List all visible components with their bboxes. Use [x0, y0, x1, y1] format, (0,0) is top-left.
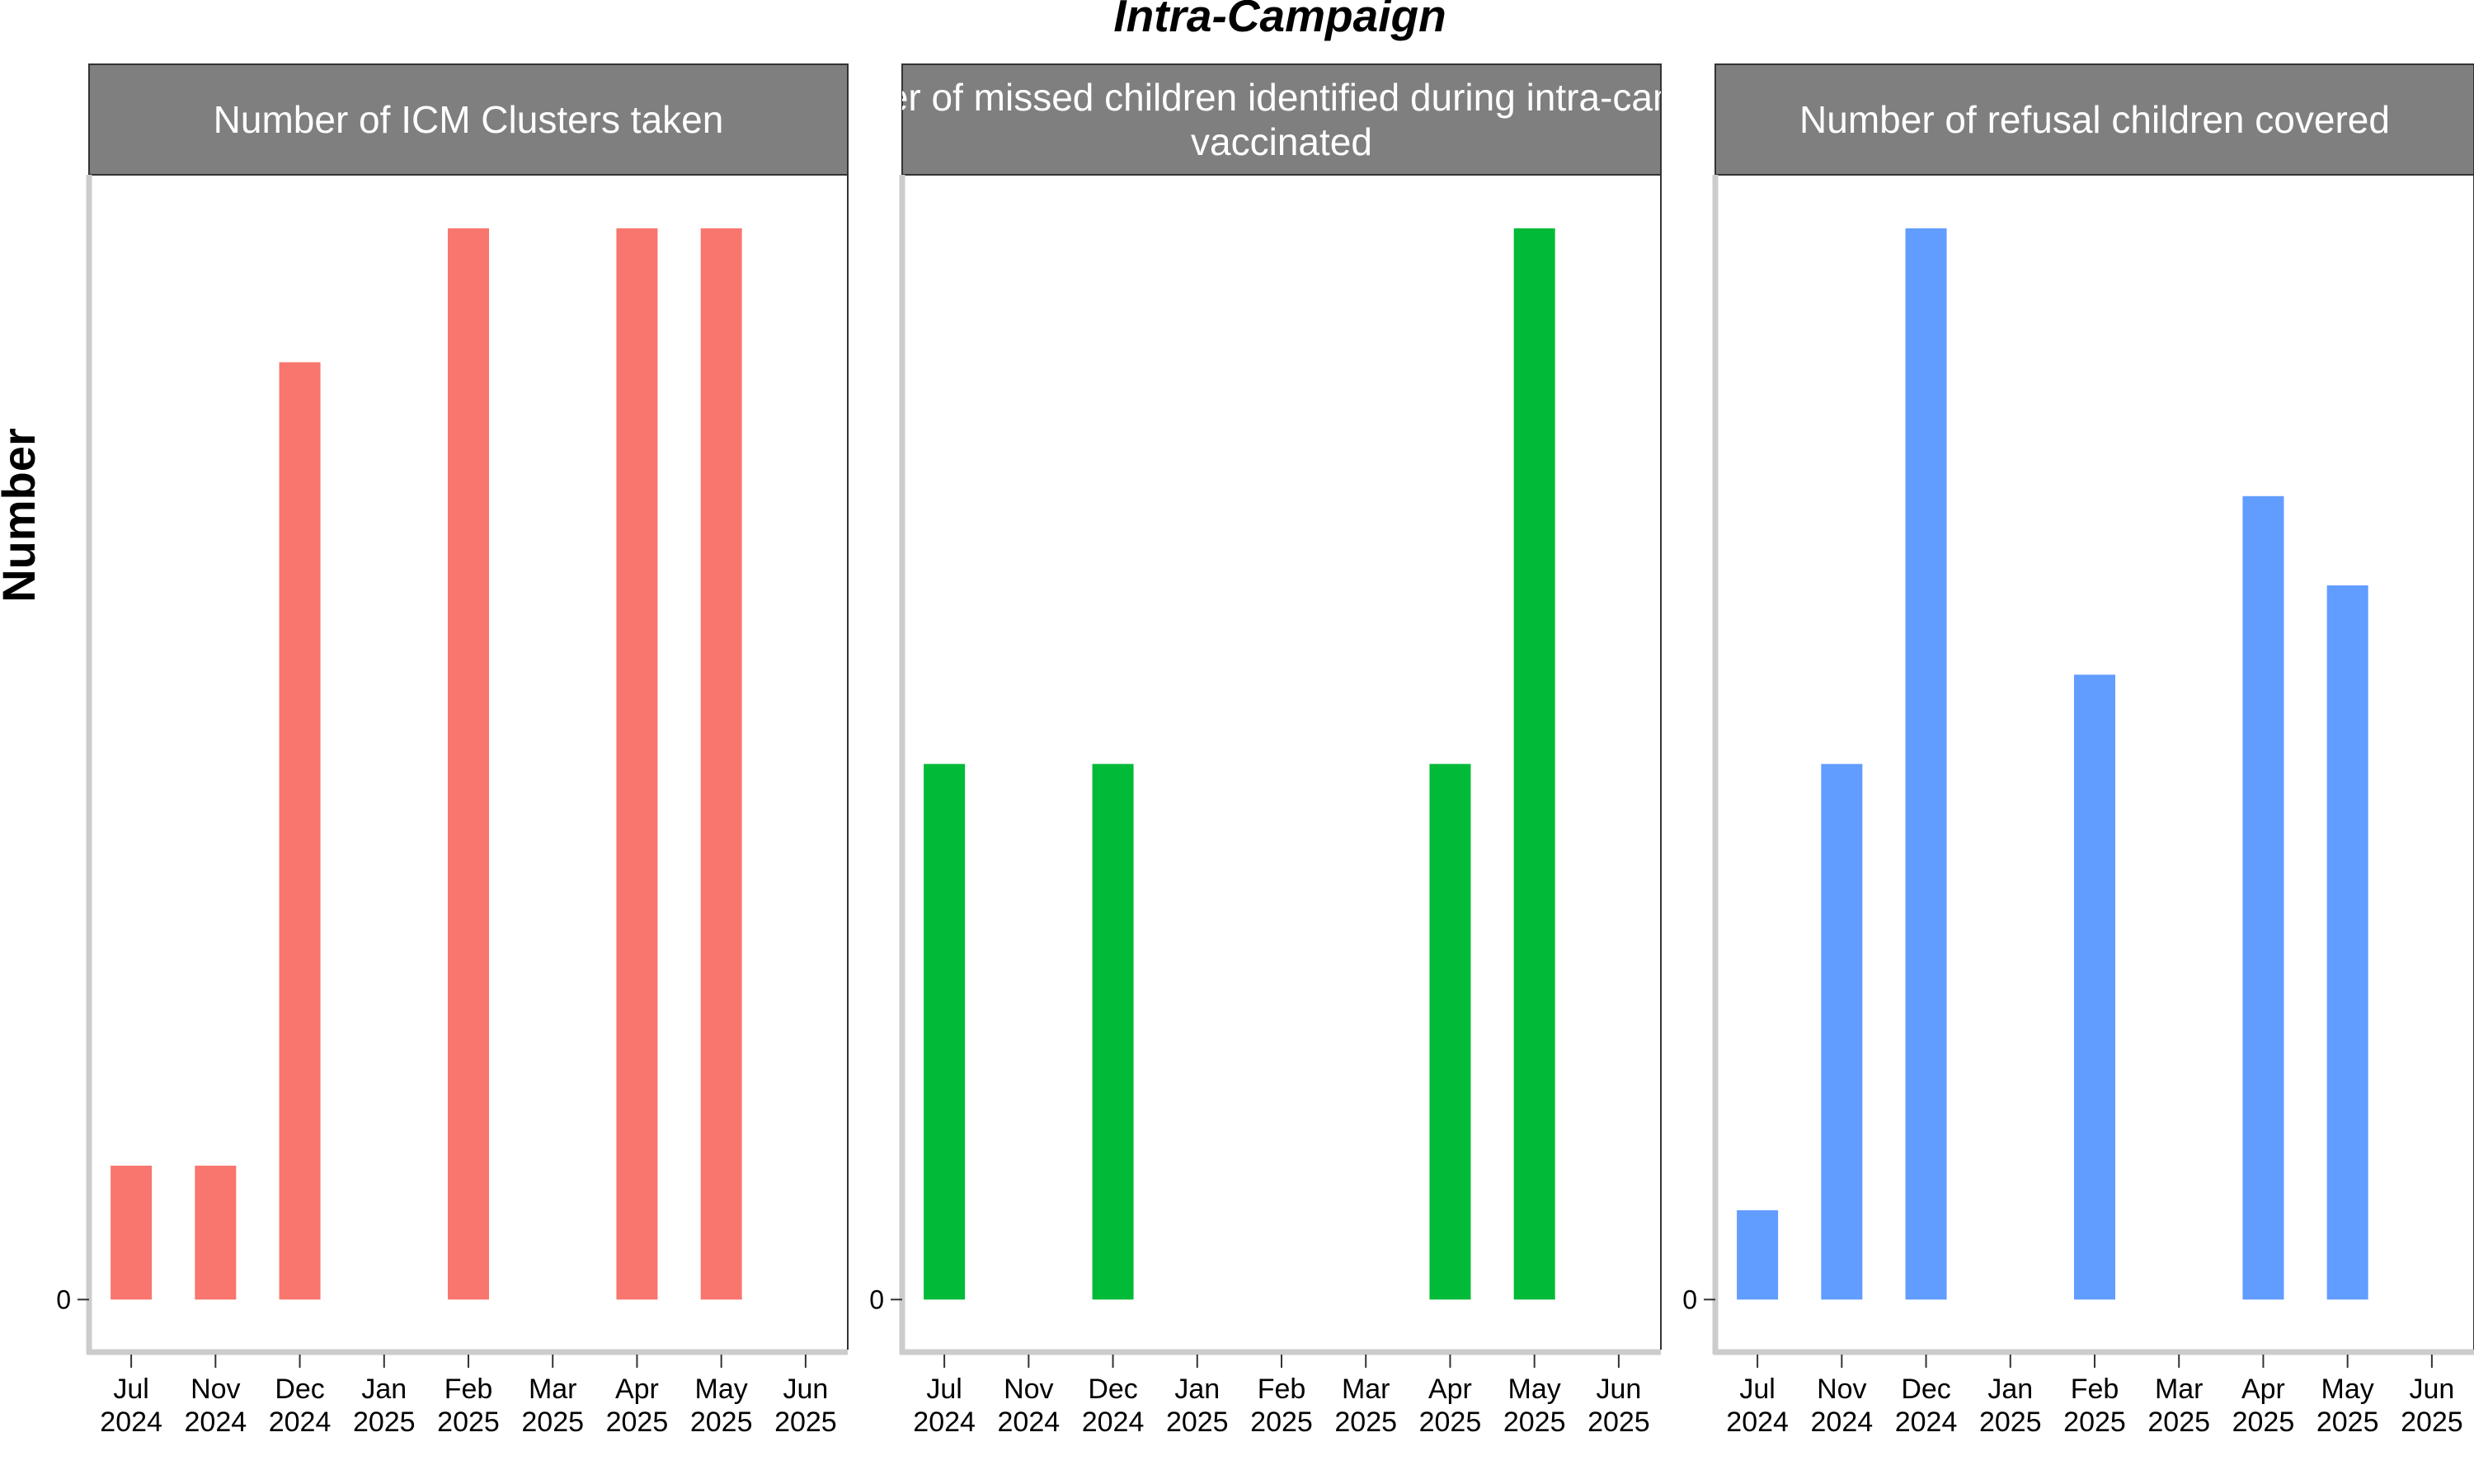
- facet-strip-label: Number of refusal children covered: [1799, 98, 2390, 141]
- x-tick-label-month: Feb: [1258, 1374, 1306, 1405]
- x-tick-label-year: 2025: [2316, 1407, 2379, 1438]
- x-tick-label-year: 2025: [1503, 1407, 1566, 1438]
- x-tick-label-year: 2024: [1811, 1407, 1874, 1438]
- x-tick-label-month: Nov: [190, 1374, 240, 1405]
- y-axis-label: Number: [0, 428, 45, 603]
- x-tick-label-year: 2024: [185, 1407, 247, 1438]
- x-tick-label-month: Apr: [615, 1374, 659, 1405]
- facet-panel: Number of refusal children covered0Jul20…: [1682, 63, 2474, 1438]
- facet-panels: Number of ICM Clusters taken0Jul2024Nov2…: [56, 63, 2474, 1438]
- facet-strip: [901, 63, 1662, 176]
- bar: [1429, 763, 1471, 1300]
- x-tick-label-month: Jun: [783, 1374, 828, 1405]
- y-tick-label: 0: [1682, 1284, 1697, 1314]
- x-tick-label-month: May: [2321, 1374, 2374, 1405]
- facet-panel: Number of missed children identified dur…: [786, 63, 1777, 1438]
- chart-title: Intra-Campaign: [1113, 0, 1446, 41]
- facet-strip-label: vaccinated: [1191, 120, 1372, 163]
- x-tick-label-year: 2024: [1895, 1407, 1958, 1438]
- bar: [2074, 674, 2115, 1300]
- x-tick-label-year: 2025: [2147, 1407, 2210, 1438]
- bar: [2242, 495, 2284, 1300]
- bar: [924, 763, 966, 1300]
- x-tick-label-year: 2025: [1419, 1407, 1482, 1438]
- x-tick-label-month: Dec: [275, 1374, 324, 1405]
- facet-strip: [88, 63, 849, 176]
- x-tick-label-year: 2024: [998, 1407, 1061, 1438]
- bar: [1821, 763, 1863, 1300]
- x-tick-label-year: 2025: [1587, 1407, 1650, 1438]
- x-tick-label-month: Jun: [2409, 1374, 2454, 1405]
- x-tick-label-month: Jul: [926, 1374, 962, 1405]
- x-tick-label-year: 2025: [1334, 1407, 1397, 1438]
- bar: [616, 228, 658, 1300]
- x-tick-label-month: Jan: [1987, 1374, 2033, 1405]
- x-tick-label-year: 2025: [774, 1407, 837, 1438]
- x-tick-label-month: Feb: [444, 1374, 493, 1405]
- x-tick-label-year: 2025: [2232, 1407, 2295, 1438]
- x-tick-label-month: Feb: [2071, 1374, 2119, 1405]
- facet-panel: Number of ICM Clusters taken0Jul2024Nov2…: [56, 63, 849, 1438]
- x-tick-label-month: Nov: [1817, 1374, 1866, 1405]
- y-tick-label: 0: [56, 1284, 71, 1314]
- bar: [111, 1165, 153, 1300]
- x-tick-label-year: 2025: [1250, 1407, 1313, 1438]
- x-tick-label-month: Mar: [1342, 1374, 1390, 1405]
- x-tick-label-year: 2024: [1082, 1407, 1145, 1438]
- bar: [1092, 763, 1134, 1300]
- x-tick-label-month: Jun: [1596, 1374, 1641, 1405]
- x-tick-label-month: May: [695, 1374, 748, 1405]
- bar: [448, 228, 489, 1300]
- x-tick-label-month: Dec: [1901, 1374, 1950, 1405]
- bar: [279, 362, 321, 1300]
- x-tick-label-month: Jul: [113, 1374, 148, 1405]
- x-tick-label-year: 2025: [2063, 1407, 2126, 1438]
- x-tick-label-month: Mar: [529, 1374, 577, 1405]
- x-tick-label-month: Jul: [1739, 1374, 1775, 1405]
- x-tick-label-year: 2025: [353, 1407, 416, 1438]
- bar: [700, 228, 742, 1300]
- bar: [1737, 1210, 1779, 1300]
- x-tick-label-month: Apr: [2241, 1374, 2285, 1405]
- x-tick-label-year: 2025: [521, 1407, 584, 1438]
- x-tick-label-month: Jan: [361, 1374, 407, 1405]
- x-tick-label-year: 2025: [1979, 1407, 2042, 1438]
- bar: [1513, 228, 1555, 1300]
- x-tick-label-year: 2024: [913, 1407, 976, 1438]
- facet-strip: [1714, 63, 2474, 176]
- facet-strip-label: Number of ICM Clusters taken: [214, 98, 724, 141]
- x-tick-label-month: Dec: [1088, 1374, 1137, 1405]
- x-tick-label-month: Nov: [1004, 1374, 1053, 1405]
- x-tick-label-year: 2024: [100, 1407, 162, 1438]
- x-tick-label-year: 2025: [1166, 1407, 1229, 1438]
- bar: [2326, 585, 2368, 1300]
- y-tick-label: 0: [869, 1284, 884, 1314]
- x-tick-label-month: Jan: [1174, 1374, 1220, 1405]
- x-tick-label-year: 2024: [1726, 1407, 1789, 1438]
- x-tick-label-year: 2025: [437, 1407, 500, 1438]
- x-tick-label-month: May: [1508, 1374, 1561, 1405]
- x-tick-label-month: Apr: [1428, 1374, 1472, 1405]
- x-tick-label-year: 2024: [269, 1407, 332, 1438]
- x-tick-label-year: 2025: [690, 1407, 753, 1438]
- facet-strip-label: Number of missed children identified dur…: [786, 76, 1777, 119]
- bar: [195, 1165, 237, 1300]
- x-tick-label-year: 2025: [2401, 1407, 2463, 1438]
- x-tick-label-year: 2025: [606, 1407, 669, 1438]
- x-tick-label-month: Mar: [2155, 1374, 2204, 1405]
- bar: [1905, 228, 1947, 1300]
